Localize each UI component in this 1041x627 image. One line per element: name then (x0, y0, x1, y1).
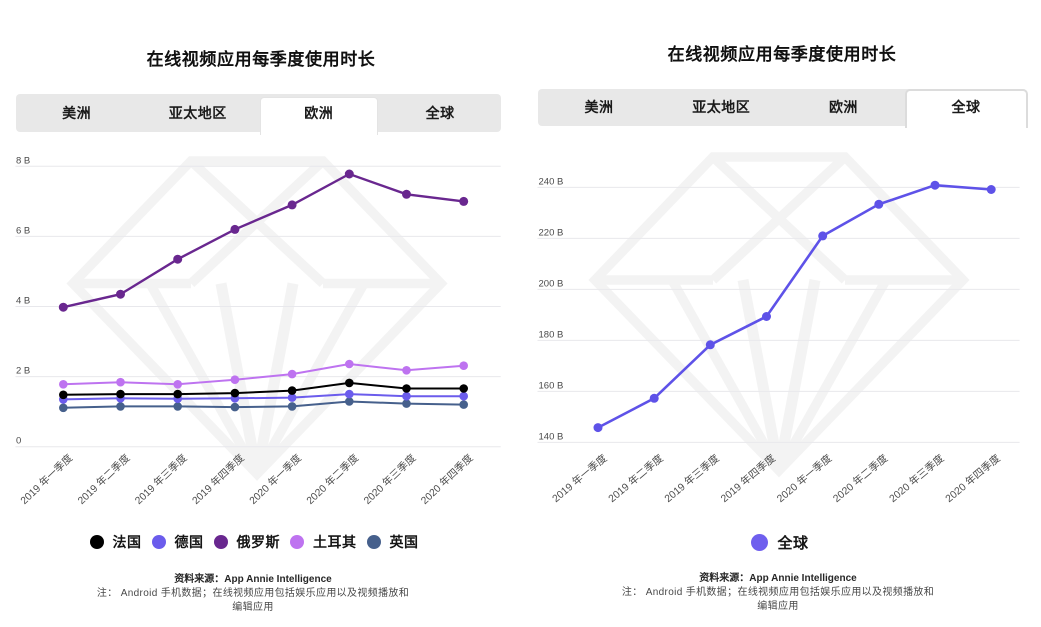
svg-text:4 B: 4 B (16, 296, 30, 307)
svg-text:140 B: 140 B (539, 431, 564, 442)
svg-text:2019 年一季度: 2019 年一季度 (549, 452, 609, 505)
svg-text:2 B: 2 B (16, 366, 30, 377)
svg-text:200 B: 200 B (539, 278, 564, 289)
svg-text:180 B: 180 B (539, 329, 564, 340)
svg-text:240 B: 240 B (539, 176, 564, 187)
svg-text:2020 年二季度: 2020 年二季度 (304, 451, 362, 507)
svg-text:2020 年四季度: 2020 年四季度 (943, 452, 1003, 505)
svg-text:160 B: 160 B (539, 380, 564, 391)
svg-text:220 B: 220 B (539, 227, 564, 238)
svg-text:2020 年三季度: 2020 年三季度 (886, 452, 946, 505)
svg-text:2019 年三季度: 2019 年三季度 (662, 452, 722, 505)
svg-text:2020 年二季度: 2020 年二季度 (830, 452, 890, 505)
svg-text:2020 年四季度: 2020 年四季度 (418, 451, 476, 507)
svg-text:6 B: 6 B (16, 225, 30, 236)
svg-text:2019 年四季度: 2019 年四季度 (718, 452, 778, 505)
svg-text:2020 年三季度: 2020 年三季度 (361, 451, 419, 507)
svg-text:2019 年四季度: 2019 年四季度 (189, 451, 247, 507)
svg-text:0: 0 (16, 436, 21, 447)
svg-text:8 B: 8 B (16, 155, 30, 166)
svg-text:2019 年一季度: 2019 年一季度 (18, 451, 76, 507)
svg-text:2019 年二季度: 2019 年二季度 (606, 452, 666, 505)
svg-text:2019 年二季度: 2019 年二季度 (75, 451, 133, 507)
svg-text:2019 年三季度: 2019 年三季度 (132, 451, 190, 507)
